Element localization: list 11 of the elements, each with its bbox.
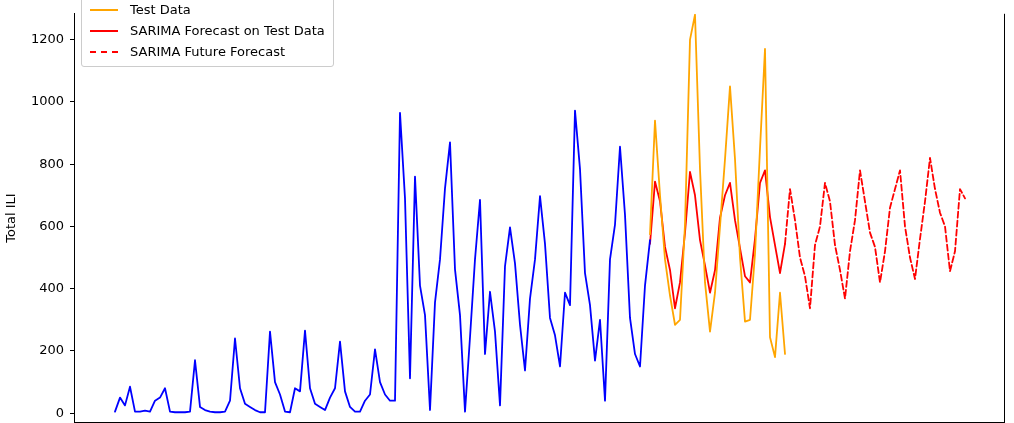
y-tick-label: 800	[39, 155, 64, 171]
y-tick-label: 600	[39, 217, 64, 233]
legend-label: SARIMA Forecast on Test Data	[130, 23, 325, 38]
y-tick-label: 1200	[30, 31, 64, 47]
legend-label: SARIMA Future Forecast	[130, 44, 286, 59]
legend-label: Test Data	[130, 2, 191, 17]
y-tick-label: 400	[39, 280, 64, 296]
y-tick-label: 1000	[30, 93, 64, 109]
y-tick-label: 0	[55, 404, 64, 420]
y-axis-title: Total ILI	[3, 193, 19, 244]
y-tick-label: 200	[39, 342, 64, 358]
